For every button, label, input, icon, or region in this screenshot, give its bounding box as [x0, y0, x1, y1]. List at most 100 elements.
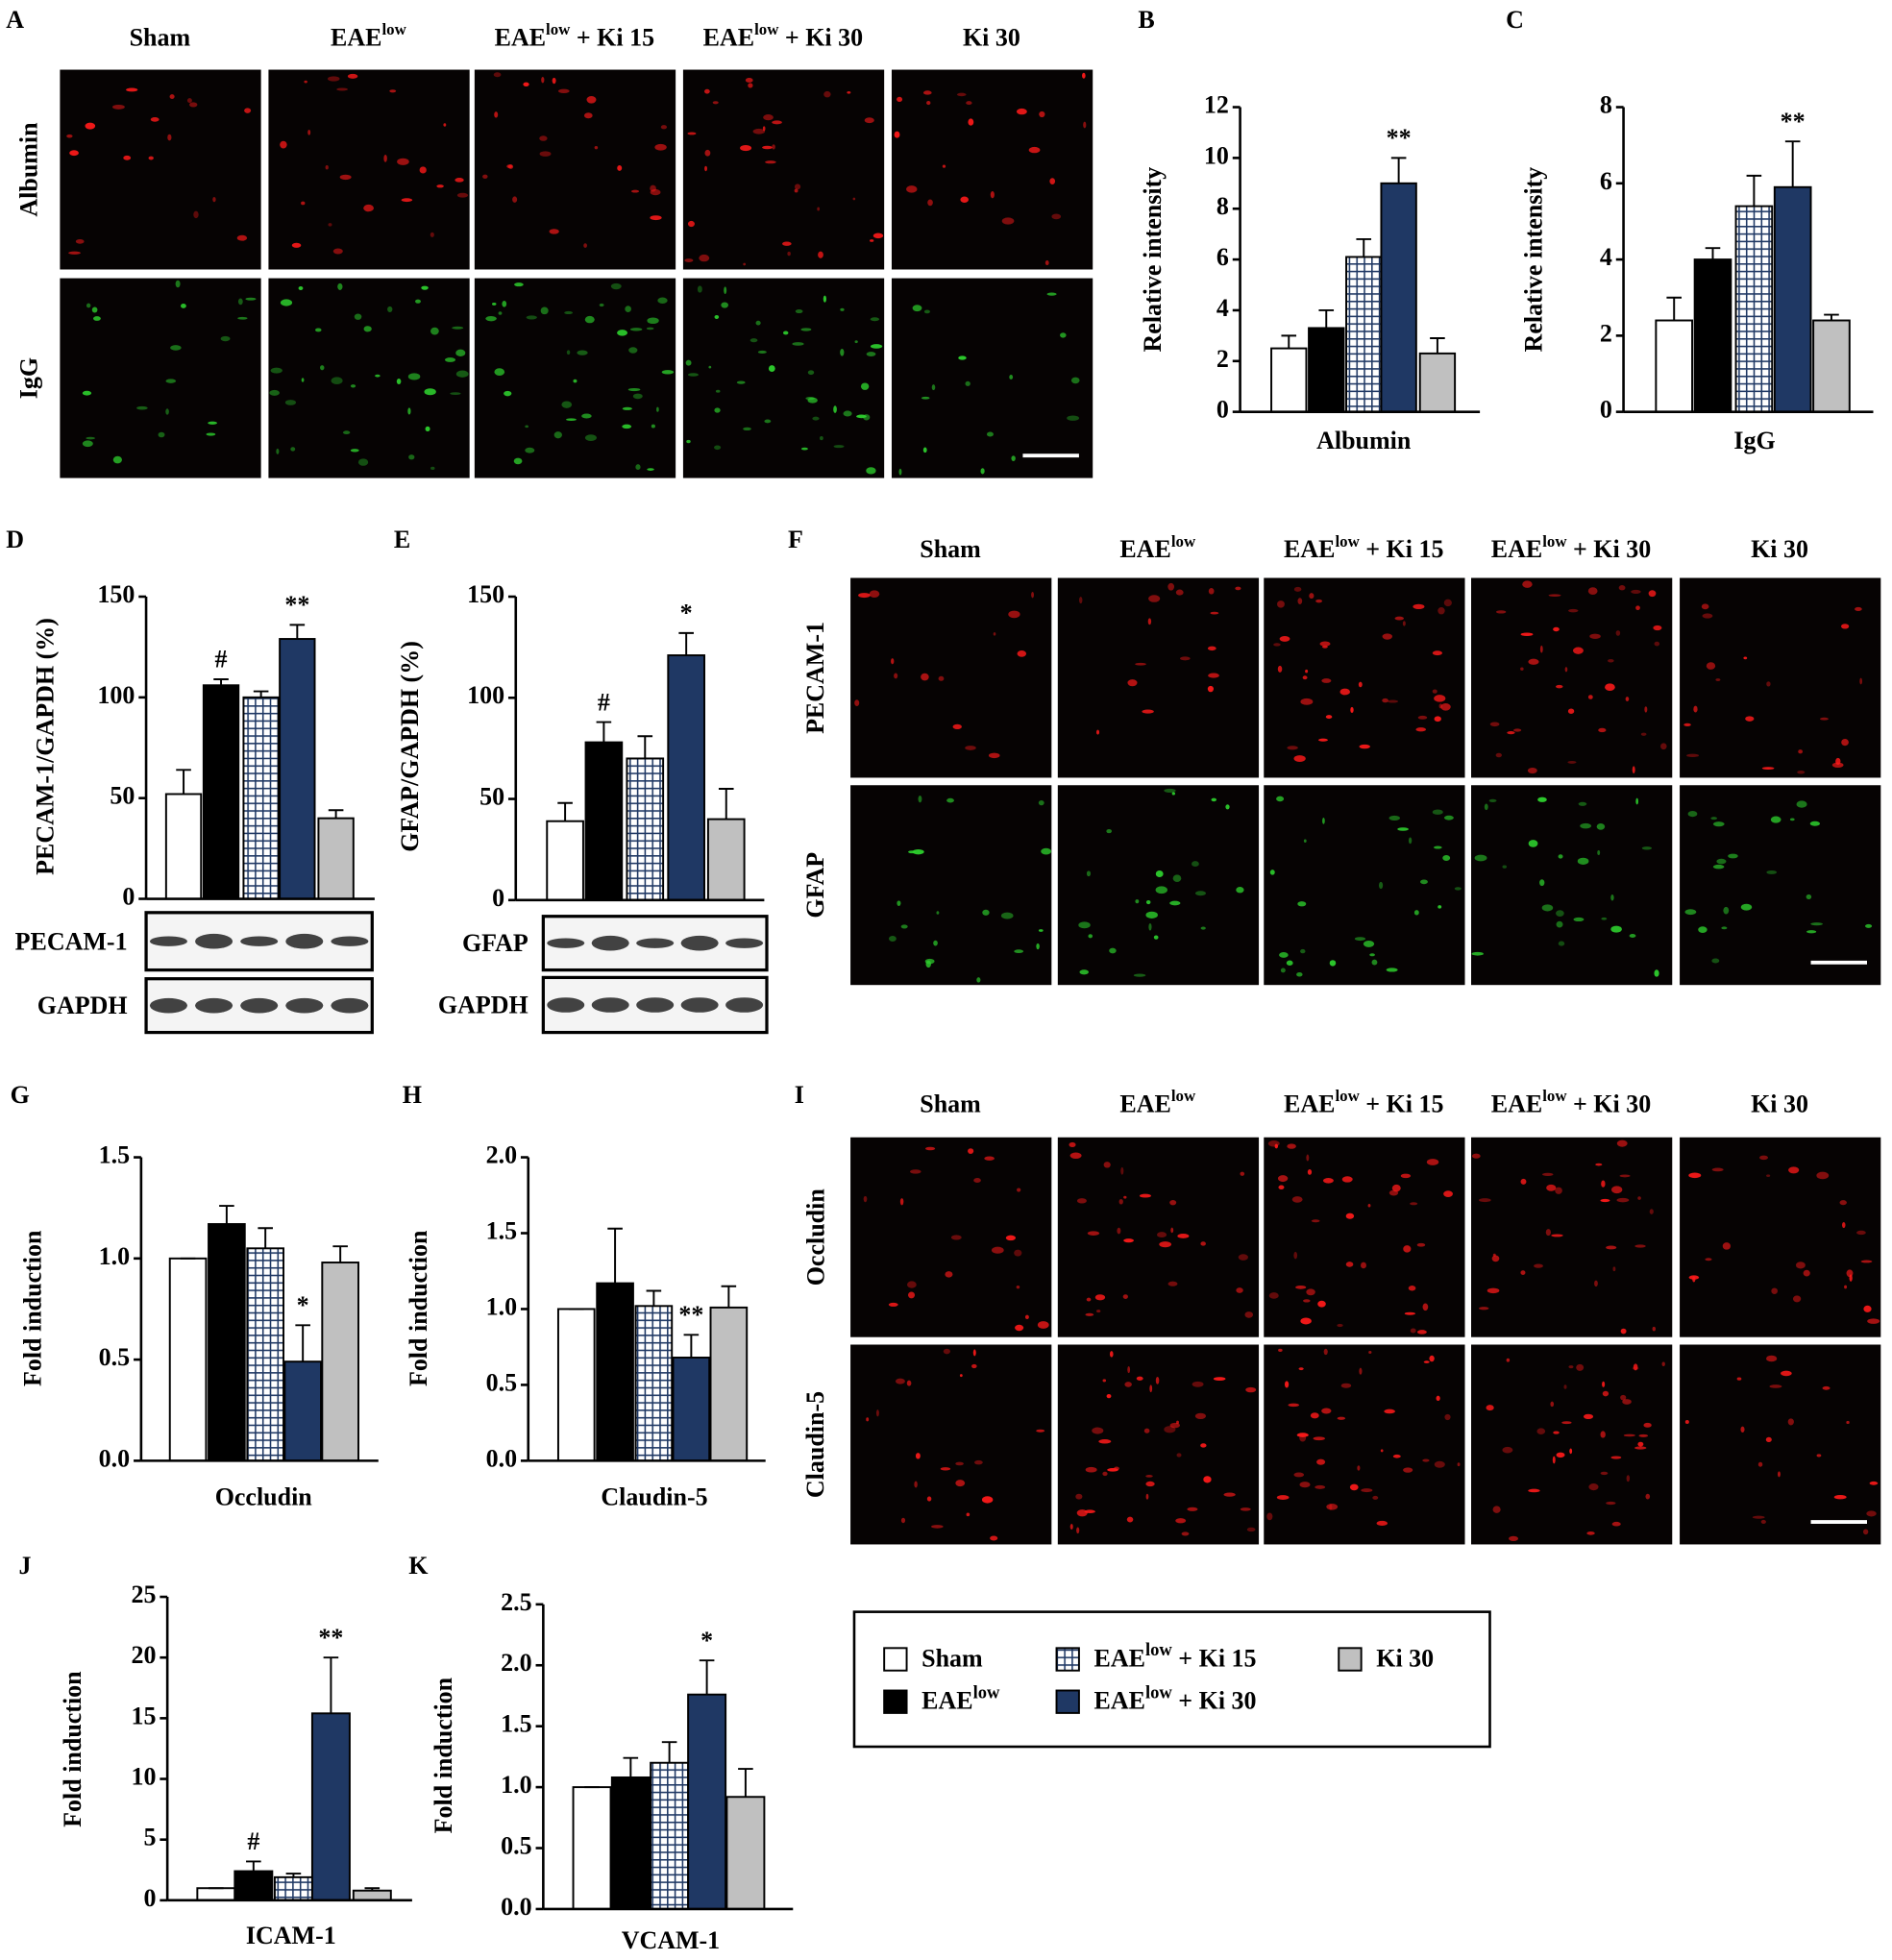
stain-speck — [981, 1496, 994, 1504]
error-bar — [285, 1873, 302, 1877]
stain-speck — [1291, 1196, 1303, 1203]
stain-speck — [823, 90, 831, 98]
bar — [202, 684, 240, 900]
stain-speck — [1841, 1222, 1846, 1229]
error-bar — [323, 1656, 339, 1714]
stain-speck — [1576, 1363, 1585, 1371]
bar — [1812, 319, 1851, 413]
stain-speck — [1600, 1431, 1606, 1438]
stain-speck — [66, 134, 73, 138]
stain-speck — [1716, 858, 1727, 865]
stain-speck — [1297, 901, 1307, 907]
blot-band — [240, 997, 279, 1014]
stain-speck — [1049, 178, 1056, 185]
y-tick-label: 25 — [131, 1580, 156, 1608]
stain-speck — [280, 299, 293, 306]
significance-label: ** — [318, 1624, 343, 1652]
error-bar — [637, 735, 653, 759]
stain-speck — [1502, 1446, 1513, 1454]
stain-speck — [1382, 698, 1388, 703]
stain-speck — [1296, 1433, 1309, 1437]
stain-speck — [1016, 108, 1027, 115]
stain-speck — [1337, 1323, 1343, 1328]
y-axis-label: Relative intensity — [1520, 167, 1548, 353]
stain-speck — [1153, 935, 1159, 940]
stain-speck — [419, 166, 427, 174]
blot-band — [149, 997, 187, 1014]
blot-label: GFAP — [462, 929, 528, 957]
stain-speck — [1688, 1172, 1702, 1179]
stain-speck — [1567, 708, 1575, 714]
stain-speck — [397, 158, 409, 165]
stain-speck — [843, 410, 852, 417]
stain-speck — [1534, 1263, 1543, 1268]
stain-speck — [1319, 641, 1331, 647]
stain-speck — [1715, 678, 1721, 681]
stain-speck — [1740, 903, 1753, 911]
error-bar — [623, 1756, 639, 1777]
stain-speck — [112, 455, 122, 464]
stain-speck — [1513, 728, 1522, 732]
bar — [208, 1223, 246, 1462]
stain-speck — [566, 418, 577, 422]
stain-speck — [1316, 1458, 1326, 1465]
name-base: EAE — [495, 23, 546, 51]
stain-speck — [1359, 744, 1370, 749]
stain-speck — [1863, 1305, 1872, 1312]
group-name: Ki 30 — [1376, 1644, 1434, 1672]
stain-speck — [1340, 1383, 1352, 1388]
blot-band — [149, 936, 187, 946]
micrograph — [1471, 577, 1673, 778]
stain-speck — [1637, 1196, 1641, 1200]
stain-speck — [866, 352, 876, 356]
stain-speck — [1175, 1518, 1187, 1524]
stain-speck — [1620, 1394, 1627, 1401]
stain-speck — [1387, 699, 1399, 703]
stain-speck — [1797, 770, 1806, 774]
stain-speck — [1553, 626, 1560, 632]
stain-speck — [1318, 738, 1328, 742]
stain-speck — [1841, 738, 1849, 747]
stain-speck — [1103, 1162, 1111, 1168]
stain-speck — [1601, 917, 1608, 920]
stain-speck — [840, 348, 845, 356]
stain-speck — [1553, 1431, 1560, 1434]
bar — [1308, 327, 1345, 413]
stain-speck — [1085, 1466, 1097, 1473]
stain-speck — [1711, 958, 1720, 964]
group-name: Ki 30 — [1751, 1090, 1808, 1117]
stain-speck — [1145, 911, 1158, 919]
stain-speck — [1149, 1384, 1153, 1393]
stain-speck — [455, 370, 469, 378]
stain-speck — [1106, 1394, 1112, 1399]
y-tick-label: 50 — [110, 782, 135, 810]
stain-speck — [656, 406, 659, 412]
stain-speck — [847, 90, 851, 94]
stain-speck — [1069, 1152, 1082, 1160]
stain-speck — [945, 1271, 953, 1278]
stain-speck — [443, 123, 447, 127]
stain-speck — [1403, 1245, 1412, 1253]
stain-speck — [646, 327, 654, 331]
stain-speck — [1550, 1401, 1555, 1408]
stain-speck — [1740, 1426, 1745, 1433]
stain-speck — [350, 449, 359, 453]
stain-speck — [1833, 1494, 1847, 1500]
stain-speck — [897, 900, 901, 906]
stain-speck — [924, 1146, 936, 1151]
stain-speck — [290, 447, 296, 452]
stain-speck — [1016, 1285, 1020, 1289]
stain-speck — [1520, 667, 1524, 671]
stain-speck — [1280, 968, 1286, 973]
stain-speck — [820, 436, 823, 441]
stain-speck — [1806, 894, 1812, 900]
y-tick-label: 0.0 — [99, 1444, 130, 1472]
stain-speck — [1789, 818, 1795, 821]
stain-speck — [363, 204, 374, 212]
stain-speck — [430, 327, 439, 335]
stain-speck — [1638, 1433, 1649, 1437]
stain-speck — [684, 258, 694, 262]
stain-speck — [208, 421, 217, 425]
row-label: Albumin — [14, 122, 42, 217]
error-bar — [328, 809, 344, 819]
